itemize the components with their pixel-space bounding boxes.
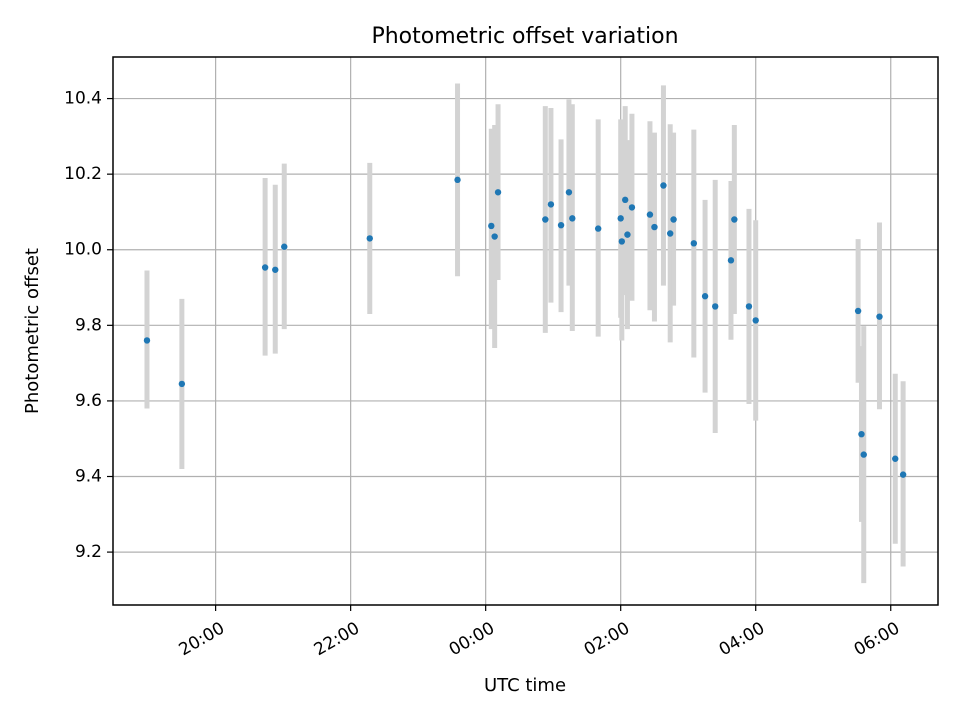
data-point bbox=[667, 230, 674, 237]
data-point bbox=[727, 257, 735, 264]
data-point bbox=[618, 238, 626, 245]
data-point bbox=[617, 215, 624, 222]
y-tick-label: 10.0 bbox=[64, 240, 102, 260]
data-point bbox=[621, 196, 629, 204]
y-tick-label: 9.6 bbox=[75, 391, 102, 411]
data-point bbox=[491, 233, 498, 240]
data-point bbox=[651, 223, 658, 231]
data-point bbox=[143, 337, 151, 344]
y-tick-label: 9.4 bbox=[75, 467, 102, 487]
data-point bbox=[858, 430, 865, 438]
data-point bbox=[281, 243, 288, 250]
x-axis-label: UTC time bbox=[484, 675, 566, 696]
data-point bbox=[745, 303, 753, 310]
data-point bbox=[899, 471, 907, 478]
data-point bbox=[624, 231, 631, 238]
data-point bbox=[594, 225, 602, 232]
data-point bbox=[565, 189, 573, 196]
data-point bbox=[860, 451, 867, 458]
y-tick-label: 9.8 bbox=[75, 315, 102, 335]
y-tick-label: 10.4 bbox=[64, 89, 102, 109]
data-point bbox=[261, 264, 269, 271]
data-point bbox=[557, 221, 565, 229]
data-point bbox=[542, 216, 549, 223]
data-point bbox=[854, 307, 862, 315]
y-axis-ticks: 9.2 9.4 9.6 9.8 10.0 10.2 10.4 bbox=[64, 89, 113, 562]
data-point bbox=[454, 176, 461, 184]
data-point bbox=[178, 380, 186, 388]
data-point bbox=[701, 293, 709, 300]
data-point bbox=[876, 313, 883, 320]
plot-frame bbox=[112, 56, 939, 606]
data-point bbox=[547, 201, 555, 208]
data-point bbox=[752, 317, 759, 324]
data-point bbox=[569, 215, 576, 222]
data-point bbox=[366, 235, 373, 242]
data-point bbox=[272, 266, 279, 273]
data-point bbox=[488, 222, 495, 230]
data-point bbox=[712, 303, 719, 310]
y-axis-label: Photometric offset bbox=[22, 248, 43, 414]
y-tick-label: 10.2 bbox=[64, 164, 102, 184]
data-point bbox=[690, 240, 698, 247]
data-point bbox=[670, 216, 677, 223]
data-point bbox=[646, 211, 654, 218]
data-point bbox=[628, 204, 636, 211]
data-point bbox=[494, 189, 502, 196]
data-point bbox=[660, 182, 667, 189]
y-tick-label: 9.2 bbox=[75, 542, 102, 562]
data-point bbox=[731, 216, 738, 223]
data-points bbox=[143, 176, 907, 478]
chart-title: Photometric offset variation bbox=[371, 24, 678, 49]
data-point bbox=[892, 455, 899, 462]
